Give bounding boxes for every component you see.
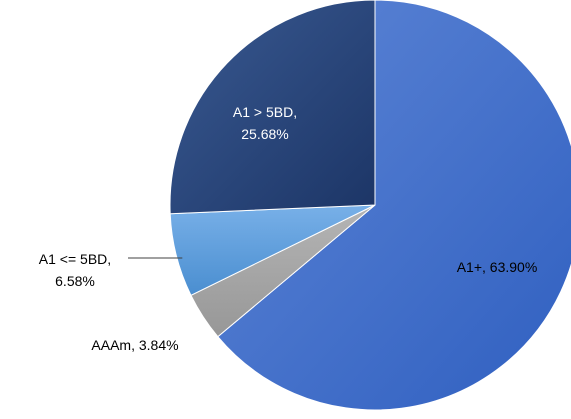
slice-label-a1: A1+, 63.90% — [457, 259, 538, 275]
pie-slice-a1 — [217, 0, 571, 411]
slice-label-line1: A1 > 5BD, — [233, 104, 297, 120]
slice-label-line1: A1+, 63.90% — [457, 259, 538, 275]
slice-label-a1-5bd: A1 <= 5BD, 6.58% — [39, 251, 111, 289]
pie-slices — [169, 0, 571, 411]
pie-slice-a1-5bd — [169, 0, 376, 215]
slice-label-aaam: AAAm, 3.84% — [91, 337, 178, 353]
slice-label-a1-5bd: A1 > 5BD, 25.68% — [233, 104, 297, 142]
slice-labels: A1+, 63.90%AAAm, 3.84%A1 <= 5BD, 6.58%A1 … — [39, 104, 537, 353]
slice-label-line2: 25.68% — [241, 126, 288, 142]
slice-label-line1: A1 <= 5BD, — [39, 251, 111, 267]
slice-label-line1: AAAm, 3.84% — [91, 337, 178, 353]
slice-label-line2: 6.58% — [55, 273, 95, 289]
